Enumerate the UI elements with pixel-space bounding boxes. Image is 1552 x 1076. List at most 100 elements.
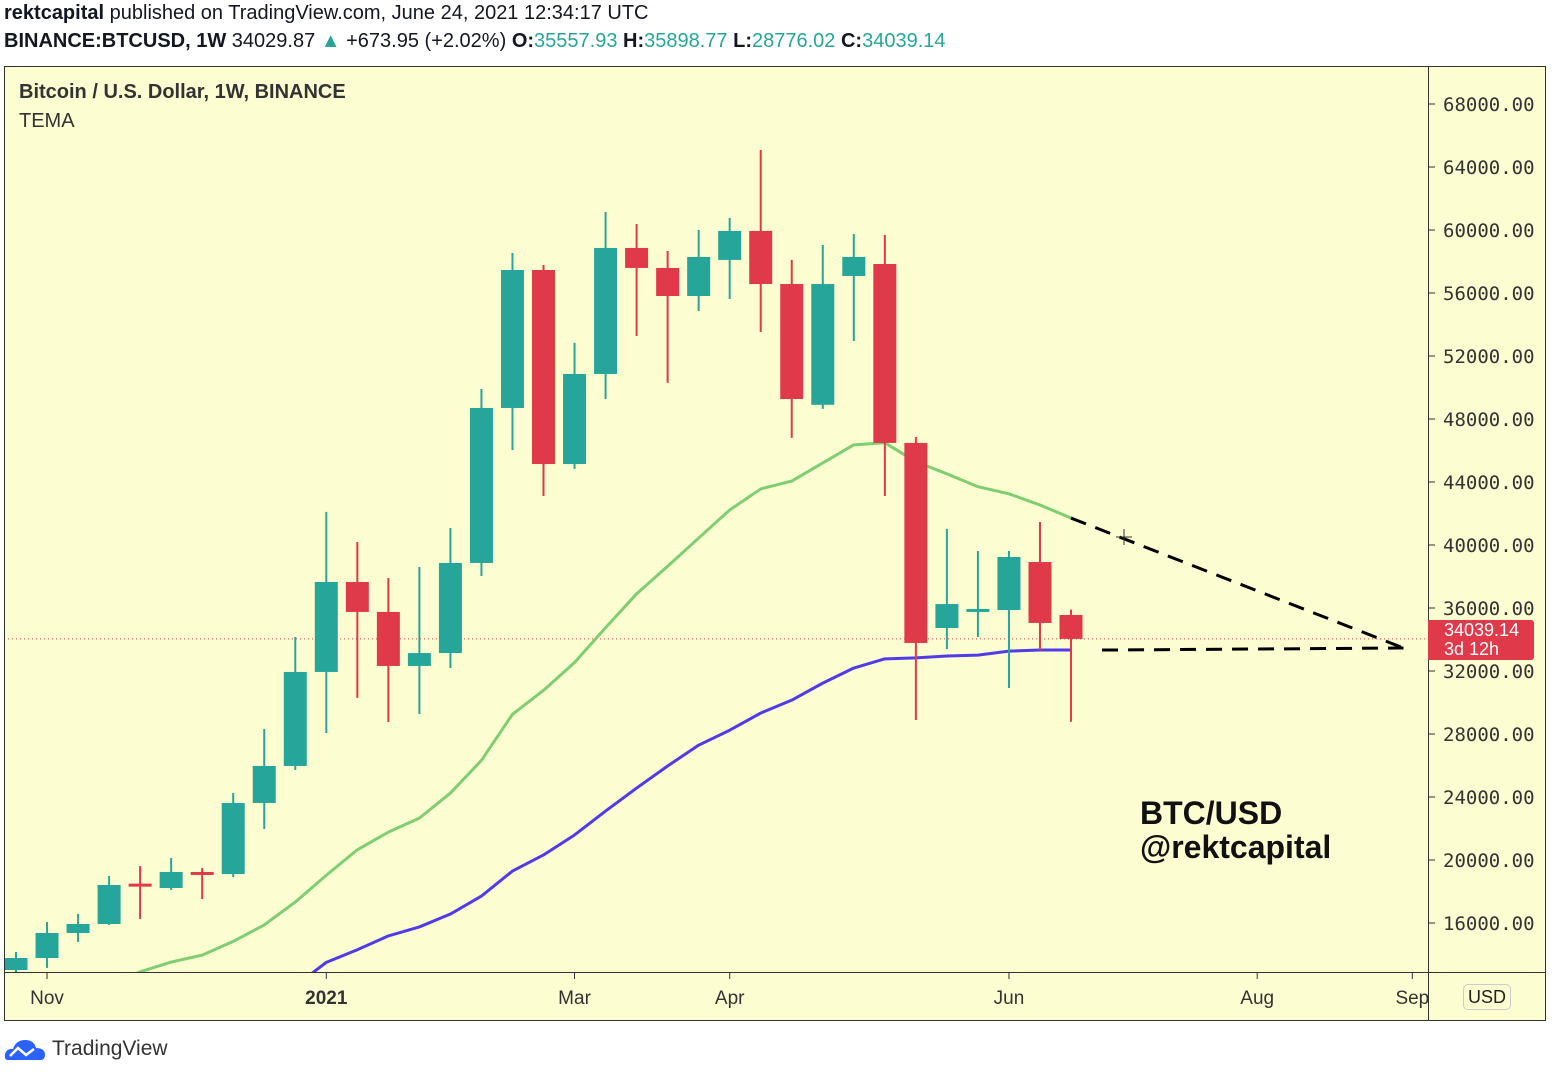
annotation-line-1: BTC/USD — [1140, 795, 1283, 831]
candle-body — [656, 267, 680, 296]
price-change: +673.95 (+2.02%) — [346, 30, 507, 52]
y-tick-label: 52000.00 — [1443, 346, 1535, 368]
last-price-tag: 34039.14 3d 12h — [1428, 620, 1534, 660]
candle — [749, 149, 773, 333]
candle-body — [594, 247, 618, 374]
candle — [438, 527, 462, 669]
x-tick-label: Mar — [558, 988, 591, 1009]
candle-body — [532, 270, 556, 465]
x-tick-label: Aug — [1240, 988, 1274, 1009]
price-axis[interactable]: 16000.00 20000.00 24000.00 28000.00 32000.00… — [1428, 94, 1535, 935]
candle-body — [811, 284, 835, 405]
tradingview-logo[interactable]: TradingView — [4, 1036, 168, 1062]
candle-body — [842, 256, 866, 276]
close-label: C: — [840, 30, 863, 52]
candle-body — [966, 608, 990, 612]
candle — [532, 264, 556, 497]
low-label: L: — [733, 30, 752, 52]
candle — [159, 857, 183, 890]
candle — [904, 436, 928, 720]
candle-body — [159, 871, 183, 888]
tema-slow-line — [311, 648, 1072, 972]
candle — [128, 865, 152, 919]
indicator-legend[interactable]: TEMA — [19, 110, 75, 132]
candle-body — [718, 230, 742, 260]
candle — [718, 218, 742, 299]
up-triangle-icon: ▲ — [320, 30, 341, 52]
y-tick-label: 60000.00 — [1443, 220, 1535, 242]
chart-annotation: BTC/USD @rektcapital — [1140, 796, 1331, 864]
drawings[interactable] — [1070, 516, 1405, 652]
candle-body — [1059, 614, 1083, 639]
chart-legend-title[interactable]: Bitcoin / U.S. Dollar, 1W, BINANCE — [19, 81, 346, 103]
dashed-trendline — [1070, 516, 1405, 650]
candle-body — [904, 442, 928, 643]
candle — [935, 528, 959, 649]
candle-body — [500, 270, 524, 408]
y-tick-label: 48000.00 — [1443, 409, 1535, 431]
candle-body — [221, 802, 245, 875]
candle-body — [563, 373, 587, 465]
candle — [469, 388, 493, 577]
candle — [283, 636, 307, 770]
candle-body — [66, 923, 90, 933]
candle — [594, 212, 618, 399]
symbol-info: BINANCE:BTCUSD, 1W 34029.87 ▲ +673.95 (+… — [4, 30, 946, 53]
candle-body — [873, 264, 897, 443]
candle-body — [5, 957, 28, 970]
y-tick-label: 24000.00 — [1443, 787, 1535, 809]
x-tick-label: Jun — [994, 988, 1025, 1009]
y-tick-label: 44000.00 — [1443, 472, 1535, 494]
publish-info: rektcapital published on TradingView.com… — [4, 2, 649, 25]
candle — [656, 250, 680, 383]
candle — [5, 951, 28, 972]
candle-body — [345, 582, 369, 612]
candle — [997, 550, 1021, 689]
candle — [500, 252, 524, 451]
candle — [97, 875, 121, 925]
currency-badge[interactable]: USD — [1463, 984, 1512, 1010]
bar-countdown: 3d 12h — [1444, 639, 1500, 659]
candle — [35, 921, 59, 968]
candle — [252, 728, 276, 829]
author[interactable]: rektcapital — [4, 2, 105, 24]
candle-body — [687, 256, 711, 296]
candle-body — [314, 582, 338, 672]
x-tick-label: 2021 — [305, 988, 348, 1009]
candle — [625, 224, 649, 336]
candle-body — [252, 765, 276, 803]
candle-body — [438, 562, 462, 654]
y-tick-label: 40000.00 — [1443, 535, 1535, 557]
time-axis[interactable]: Nov 2021 Mar Apr Jun Aug Sep — [30, 972, 1429, 1009]
candle-body — [997, 556, 1021, 611]
tradingview-cloud-icon — [4, 1040, 46, 1060]
tradingview-brand: TradingView — [52, 1037, 168, 1060]
candle-body — [376, 611, 400, 666]
x-tick-label: Sep — [1395, 988, 1429, 1009]
y-tick-label: 16000.00 — [1443, 913, 1535, 935]
candle-body — [128, 883, 152, 887]
candle — [66, 913, 90, 942]
candle — [873, 235, 897, 497]
open-label: O: — [511, 30, 535, 52]
candle-body — [780, 284, 804, 399]
candle — [190, 867, 214, 899]
candle-body — [190, 871, 214, 875]
candle — [1059, 609, 1083, 722]
open-value: 35557.93 — [534, 30, 618, 52]
candle — [314, 511, 338, 733]
candle-body — [283, 671, 307, 766]
y-tick-label: 56000.00 — [1443, 283, 1535, 305]
candle — [966, 550, 990, 637]
candle — [221, 792, 245, 878]
candle-body — [935, 604, 959, 629]
symbol: BINANCE:BTCUSD, 1W — [4, 30, 227, 52]
candle-body — [1028, 562, 1052, 623]
high-label: H: — [623, 30, 645, 52]
candle-body — [407, 653, 431, 666]
last-price: 34029.87 — [231, 30, 316, 52]
y-tick-label: 28000.00 — [1443, 724, 1535, 746]
candle-body — [625, 247, 649, 268]
candle — [345, 542, 369, 698]
